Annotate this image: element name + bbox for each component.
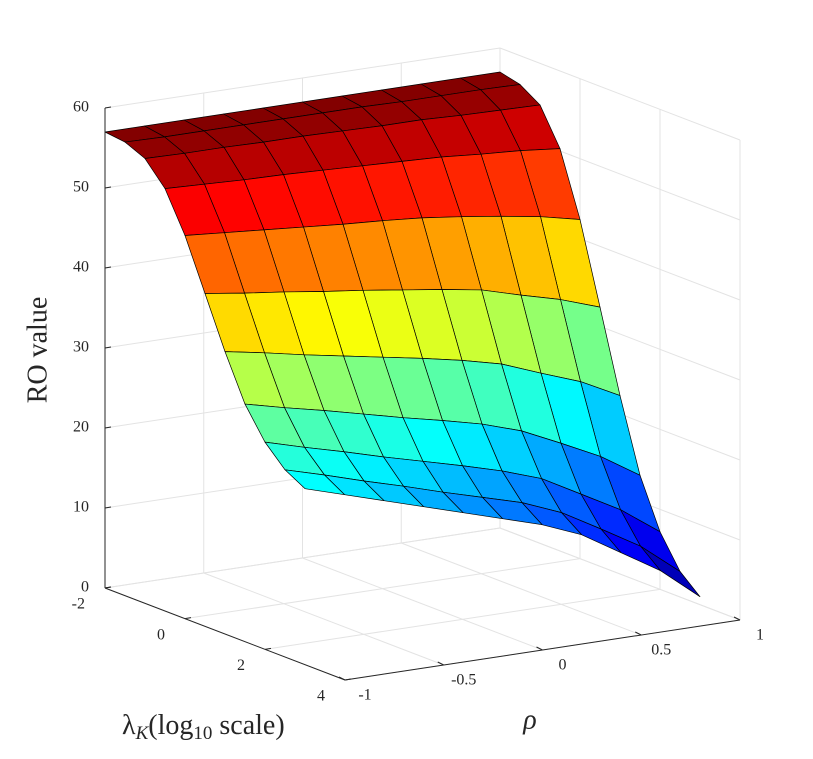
y-tick-label: -1 [358,687,371,704]
x-tick [344,678,352,681]
surface [104,71,701,598]
x-tick [104,586,112,589]
x-axis-line [104,587,346,681]
z-tick-label: 30 [73,339,89,356]
y-tick-label: 0 [559,657,567,674]
surface-face [284,469,345,496]
y-axis-label: ρ [522,704,536,735]
z-tick-label: 0 [81,579,89,596]
y-tick-label: -0.5 [451,672,476,689]
grid-line [401,542,642,636]
x-tick-label: 4 [317,688,325,705]
grid-line [499,527,741,621]
z-tick [104,346,112,349]
x-axis-label: λK(log10 scale) [122,710,285,744]
z-tick [104,506,112,509]
x-label-part: λ [122,710,136,741]
y-tick [437,661,444,666]
y-tick [338,676,346,681]
y-tick-label: 1 [756,627,764,644]
x-label-part: scale) [212,710,284,741]
x-tick [264,647,272,650]
z-tick [104,186,112,189]
z-tick [104,106,112,109]
x-tick-label: 0 [157,626,165,643]
z-tick-label: 40 [73,259,89,276]
x-label-part: 10 [193,723,212,744]
z-tick [104,266,112,269]
x-label-part: K [135,723,150,744]
x-tick-label: 2 [237,657,245,674]
z-tick [104,426,112,429]
z-tick-label: 20 [73,419,89,436]
z-tick-label: 50 [73,179,89,196]
x-tick [184,617,192,620]
y-tick [635,631,642,636]
y-tick [733,616,741,621]
grid-line [499,47,741,141]
z-axis-label: RO value [22,297,53,404]
x-label-part: (log [148,710,193,741]
y-tick-label: 0.5 [651,642,671,659]
x-tick-label: -2 [72,596,85,613]
grid-line [203,572,444,666]
z-tick-label: 10 [73,499,89,516]
z-tick-label: 60 [73,99,89,116]
y-tick [536,646,543,651]
grid-line [302,557,543,651]
